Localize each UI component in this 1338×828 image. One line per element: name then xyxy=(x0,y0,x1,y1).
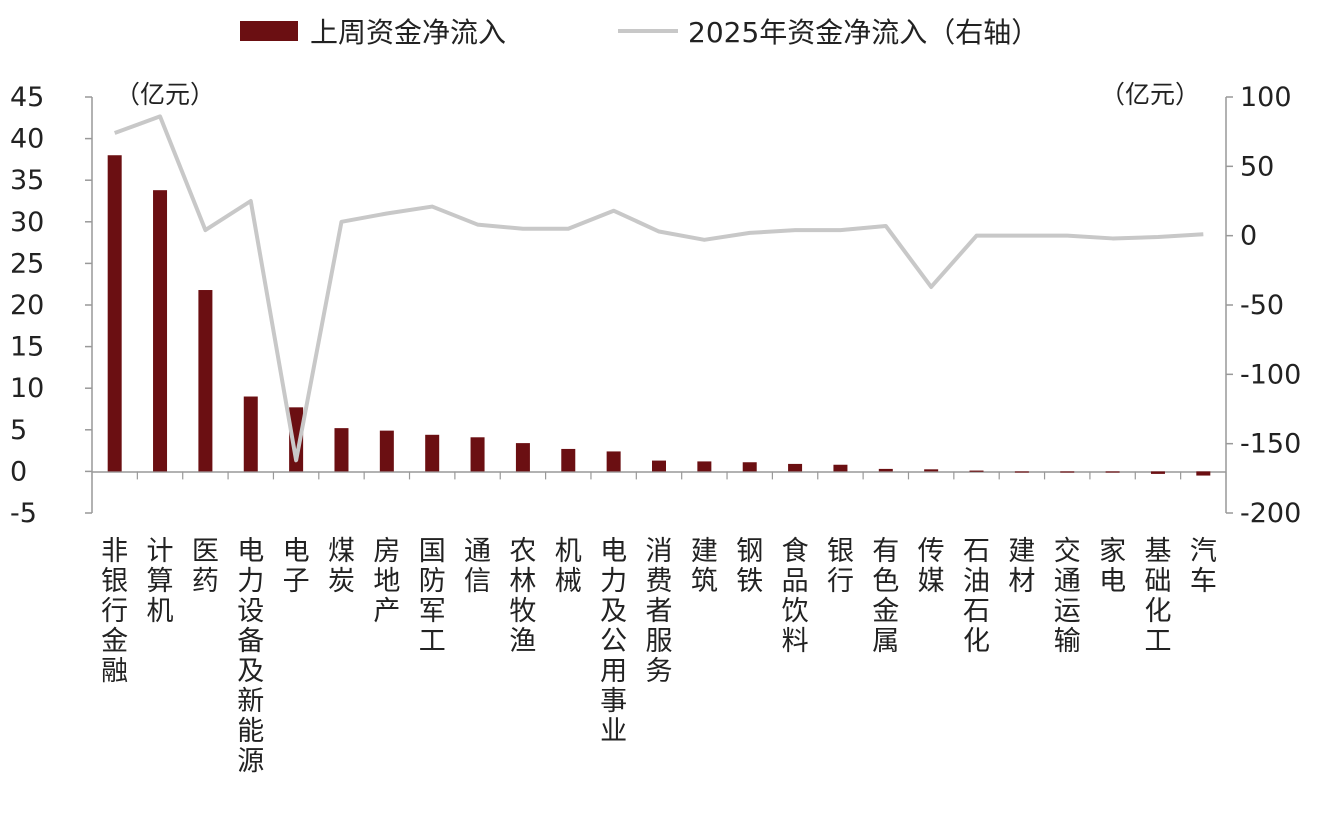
left-tick-label: 25 xyxy=(10,248,44,279)
category-label-11: 电力及公用事业 xyxy=(600,536,627,747)
category-label-13: 建筑 xyxy=(691,536,718,597)
bar-7 xyxy=(425,434,440,472)
bar-0 xyxy=(107,155,122,472)
bar-17 xyxy=(878,468,893,472)
category-label-10: 机械 xyxy=(555,536,582,597)
category-label-2: 医药 xyxy=(192,536,219,597)
bar-5 xyxy=(334,428,349,472)
left-tick-label: 0 xyxy=(10,456,27,487)
bar-12 xyxy=(652,460,666,472)
left-tick-label: -5 xyxy=(10,498,37,529)
legend-label-line: 2025年资金净流入（右轴） xyxy=(688,16,1039,49)
category-label-4: 电子 xyxy=(283,536,310,597)
left-tick-label: 40 xyxy=(10,124,44,155)
bar-series xyxy=(91,155,1227,480)
category-label-0: 非银行金融 xyxy=(101,536,128,687)
bar-10 xyxy=(561,448,576,472)
bar-6 xyxy=(379,430,394,472)
left-tick-label: 35 xyxy=(10,165,44,196)
left-tick-label: 15 xyxy=(10,332,44,363)
category-label-21: 交通运输 xyxy=(1054,536,1081,657)
category-label-9: 农林牧渔 xyxy=(509,536,536,657)
left-tick-label: 45 xyxy=(10,82,44,113)
bar-23 xyxy=(1150,471,1165,474)
category-label-20: 建材 xyxy=(1008,536,1035,597)
left-tick-label: 30 xyxy=(10,207,44,238)
bar-3 xyxy=(243,396,258,472)
right-tick-label: 50 xyxy=(1240,151,1274,182)
bar-20 xyxy=(1014,471,1029,473)
bar-8 xyxy=(470,437,485,472)
bar-11 xyxy=(606,451,621,472)
bar-2 xyxy=(198,290,213,472)
bar-18 xyxy=(924,469,939,472)
left-axis-unit: （亿元） xyxy=(115,80,215,109)
bar-15 xyxy=(788,463,803,472)
category-label-7: 国防军工 xyxy=(419,536,446,657)
category-label-15: 食品饮料 xyxy=(782,536,809,657)
bar-24 xyxy=(1196,471,1211,476)
category-label-8: 通信 xyxy=(464,536,491,597)
category-label-16: 银行 xyxy=(827,536,854,597)
category-label-22: 家电 xyxy=(1099,536,1126,597)
right-tick-label: -200 xyxy=(1240,498,1301,529)
bar-9 xyxy=(515,443,530,472)
right-tick-label: -50 xyxy=(1240,290,1284,321)
bar-22 xyxy=(1105,471,1120,473)
category-label-6: 房地产 xyxy=(373,536,400,627)
right-axis-ticks: 100 50 0 -50 -100 -150 -200 xyxy=(1226,82,1301,529)
left-tick-label: 5 xyxy=(10,415,27,446)
bar-16 xyxy=(833,464,848,472)
bar-21 xyxy=(1060,471,1075,473)
left-axis-ticks: 45 40 35 30 25 20 15 10 5 0 -5 xyxy=(10,82,92,529)
left-tick-label: 20 xyxy=(10,290,44,321)
line-series xyxy=(113,114,1204,463)
category-label-18: 传媒 xyxy=(918,536,945,597)
category-label-17: 有色金属 xyxy=(872,536,899,657)
category-label-24: 汽车 xyxy=(1190,536,1217,597)
legend: 上周资金净流入 2025年资金净流入（右轴） xyxy=(240,16,1039,49)
right-tick-label: -150 xyxy=(1240,429,1301,460)
bar-1 xyxy=(153,190,168,472)
bar-19 xyxy=(969,470,984,472)
line-series-path xyxy=(113,114,1204,463)
category-label-14: 钢铁 xyxy=(736,536,763,597)
category-label-1: 计算机 xyxy=(147,536,174,627)
category-label-23: 基础化工 xyxy=(1144,536,1171,657)
category-label-3: 电力设备及新能源 xyxy=(237,536,264,777)
category-label-5: 煤炭 xyxy=(328,536,355,597)
legend-label-bar: 上周资金净流入 xyxy=(310,16,506,49)
bar-4 xyxy=(289,407,304,472)
category-label-19: 石油石化 xyxy=(963,536,990,657)
right-tick-label: 100 xyxy=(1240,82,1292,113)
category-labels: 非银行金融计算机医药电力设备及新能源电子煤炭房地产国防军工通信农林牧渔机械电力及… xyxy=(101,536,1217,777)
right-tick-label: 0 xyxy=(1240,221,1257,252)
left-tick-label: 10 xyxy=(10,373,44,404)
bar-13 xyxy=(697,461,712,472)
bar-14 xyxy=(742,462,757,472)
category-label-12: 消费者服务 xyxy=(646,536,673,687)
right-axis-unit: （亿元） xyxy=(1100,80,1200,109)
right-tick-label: -100 xyxy=(1240,359,1301,390)
legend-swatch-bar xyxy=(240,21,298,41)
